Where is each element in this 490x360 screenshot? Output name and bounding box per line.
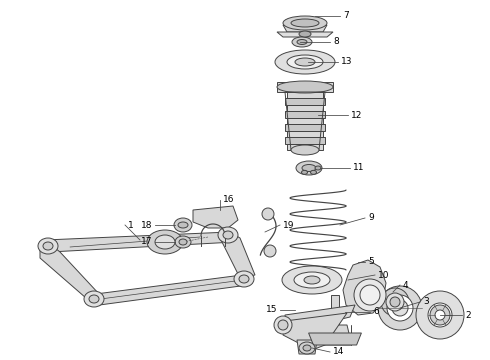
Ellipse shape [292,37,312,47]
Text: 8: 8 [333,37,339,46]
Text: 16: 16 [223,195,235,204]
Text: 14: 14 [333,347,344,356]
Ellipse shape [291,145,319,155]
Ellipse shape [315,166,321,170]
Polygon shape [285,124,325,131]
Ellipse shape [147,230,183,254]
Ellipse shape [299,342,315,354]
Ellipse shape [435,310,445,320]
Ellipse shape [175,236,191,248]
Polygon shape [277,82,333,92]
Ellipse shape [287,55,323,69]
Polygon shape [283,25,327,32]
Ellipse shape [264,245,276,257]
Text: 17: 17 [141,238,152,247]
Ellipse shape [277,81,333,93]
Ellipse shape [296,161,322,175]
Ellipse shape [223,231,233,239]
Polygon shape [220,232,255,278]
Ellipse shape [297,40,307,45]
Ellipse shape [428,303,452,327]
Polygon shape [287,92,323,98]
Ellipse shape [239,275,249,283]
Polygon shape [285,111,325,118]
Polygon shape [277,32,333,37]
Text: 19: 19 [283,220,294,230]
Polygon shape [285,305,355,330]
Ellipse shape [295,58,315,66]
Ellipse shape [294,272,330,288]
Ellipse shape [291,19,319,27]
Polygon shape [331,295,339,330]
Ellipse shape [38,238,58,254]
Text: 11: 11 [353,163,365,172]
Text: 9: 9 [368,213,374,222]
Ellipse shape [283,16,327,30]
Ellipse shape [311,170,317,174]
Polygon shape [319,325,351,345]
Ellipse shape [275,50,335,74]
Text: 5: 5 [368,257,374,266]
Polygon shape [285,98,325,105]
Polygon shape [283,313,347,350]
Ellipse shape [392,300,408,316]
Polygon shape [287,131,323,137]
Ellipse shape [282,266,342,294]
Ellipse shape [278,320,288,330]
Ellipse shape [360,285,380,305]
Text: 1: 1 [128,220,134,230]
Ellipse shape [387,295,413,321]
Ellipse shape [416,291,464,339]
Ellipse shape [179,239,187,245]
Text: 6: 6 [373,307,379,316]
Polygon shape [309,333,362,345]
Ellipse shape [303,345,311,351]
Text: 7: 7 [343,12,349,21]
Polygon shape [287,105,323,111]
Polygon shape [287,144,323,150]
Ellipse shape [155,235,175,249]
Text: 18: 18 [141,220,152,230]
Polygon shape [285,137,325,144]
Polygon shape [343,260,386,315]
Polygon shape [287,118,323,124]
Polygon shape [40,240,100,298]
Polygon shape [88,275,248,306]
Ellipse shape [84,291,104,307]
Text: 13: 13 [341,58,352,67]
Ellipse shape [386,293,404,311]
Ellipse shape [301,170,308,174]
Text: 12: 12 [351,111,363,120]
Polygon shape [193,206,238,228]
Ellipse shape [302,165,316,171]
Ellipse shape [430,305,450,325]
Ellipse shape [218,227,238,243]
Ellipse shape [234,271,254,287]
Text: 15: 15 [266,306,277,315]
Text: 10: 10 [378,270,390,279]
Ellipse shape [381,288,409,316]
Ellipse shape [299,31,311,37]
Ellipse shape [89,295,99,303]
Ellipse shape [378,286,422,330]
Ellipse shape [43,242,53,250]
Polygon shape [297,340,317,354]
Text: 4: 4 [403,280,409,289]
Ellipse shape [178,222,188,228]
Ellipse shape [274,316,292,334]
Ellipse shape [354,279,386,311]
Ellipse shape [390,297,400,307]
Ellipse shape [262,208,274,220]
Ellipse shape [174,218,192,232]
Polygon shape [45,232,235,252]
Ellipse shape [304,276,320,284]
Text: 2: 2 [465,310,470,320]
Text: 3: 3 [423,297,429,306]
